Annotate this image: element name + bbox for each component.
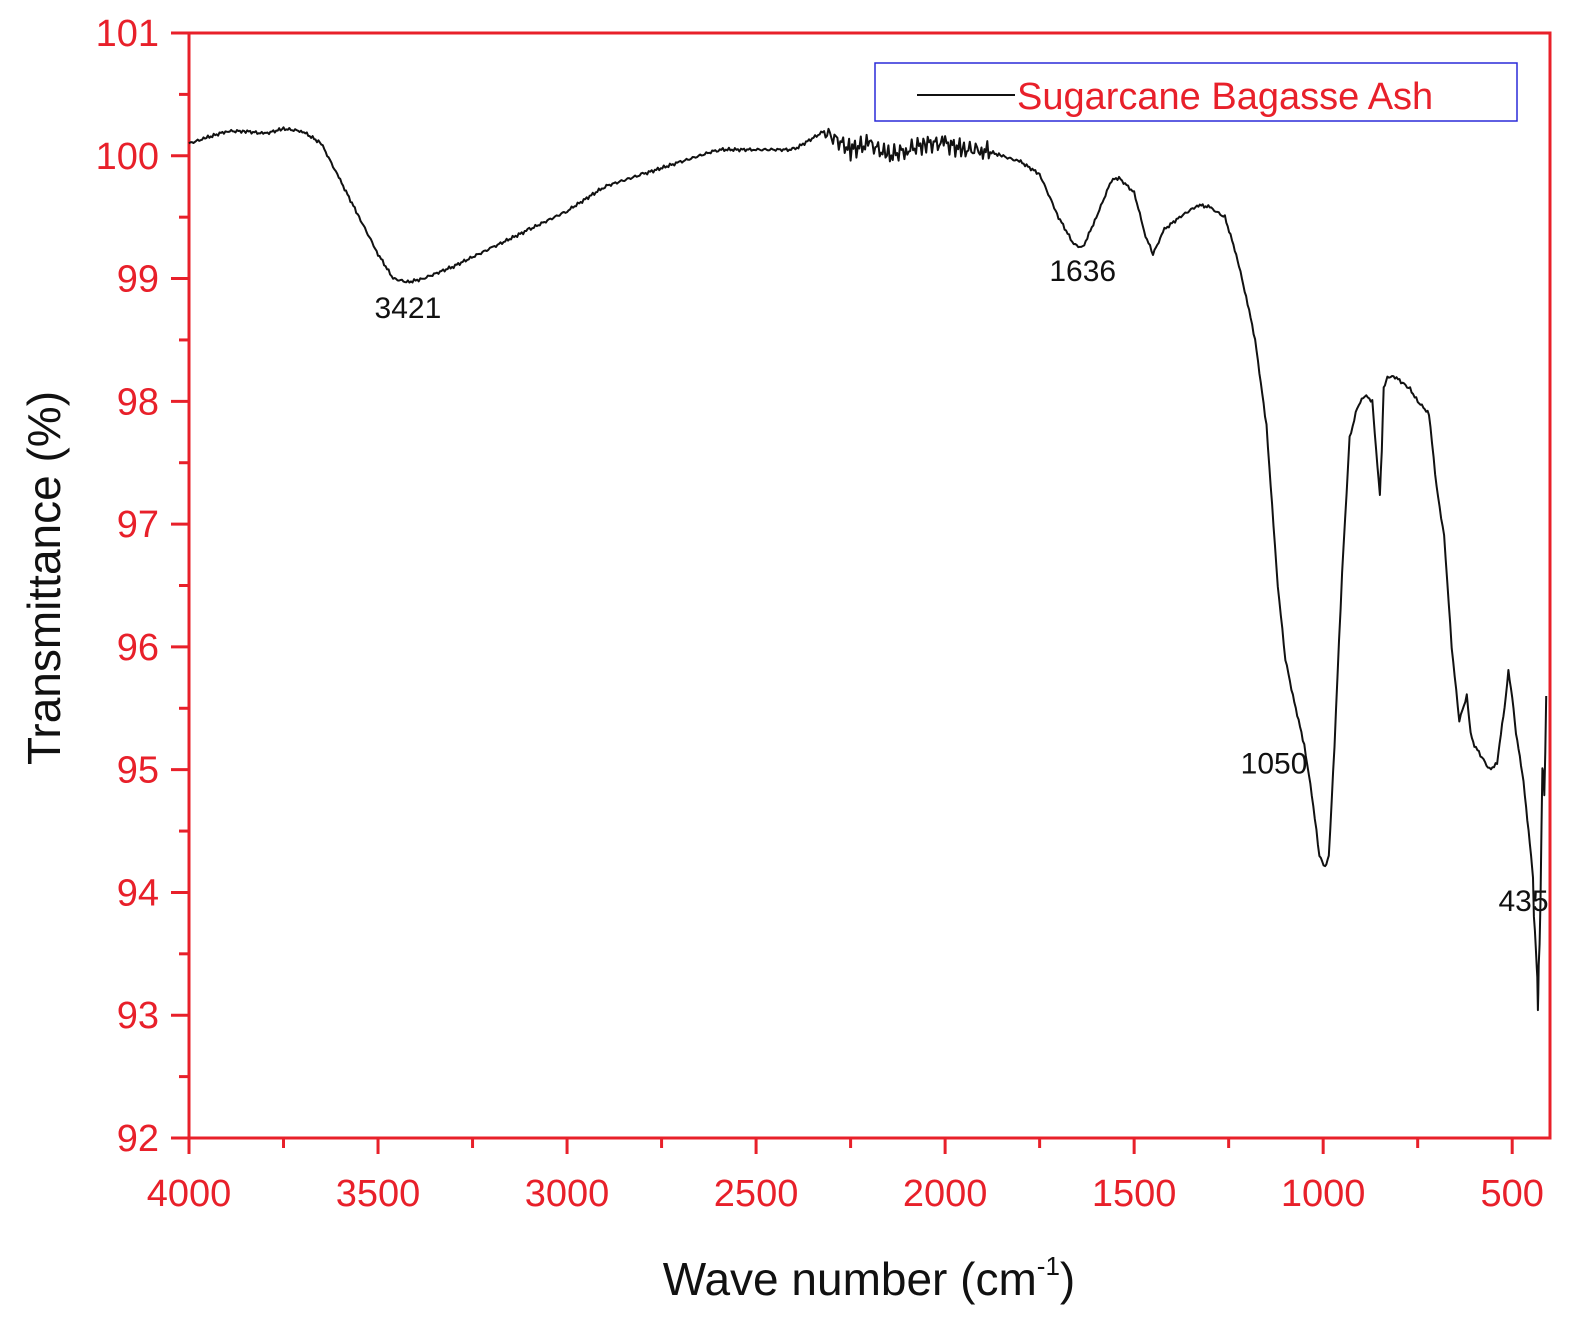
x-tick-label: 500 [1480, 1173, 1543, 1215]
y-tick-label: 101 [96, 13, 159, 55]
y-tick-label: 93 [117, 995, 159, 1037]
spectrum-line [188, 126, 1548, 1012]
x-tick-label: 3500 [336, 1173, 421, 1215]
x-axis-title-close: ) [1060, 1253, 1075, 1305]
annotations-group: 3421 1636 1050 435 [375, 255, 1549, 918]
y-tick-label: 94 [117, 872, 159, 914]
x-tick-label: 1500 [1092, 1173, 1177, 1215]
peak-label: 435 [1499, 885, 1549, 918]
y-tick-label: 99 [117, 259, 159, 301]
y-tick-label: 97 [117, 504, 159, 546]
x-tick-label: 4000 [147, 1173, 232, 1215]
y-tick-label: 95 [117, 750, 159, 792]
peak-label: 3421 [375, 292, 442, 325]
legend: Sugarcane Bagasse Ash [874, 62, 1518, 122]
legend-label: Sugarcane Bagasse Ash [1017, 76, 1433, 118]
x-axis-title: Wave number (cm-1) [663, 1251, 1076, 1305]
y-tick-label: 100 [96, 136, 159, 178]
y-tick-label: 96 [117, 627, 159, 669]
x-axis-title-sup: -1 [1037, 1251, 1060, 1281]
y-axis-title: Transmittance (%) [18, 391, 70, 765]
x-tick-label: 3000 [525, 1173, 610, 1215]
peak-label: 1636 [1049, 255, 1116, 288]
plot-frame [187, 31, 1552, 1140]
x-tick-label: 2000 [903, 1173, 988, 1215]
y-tick-label: 98 [117, 381, 159, 423]
x-tick-label: 1000 [1281, 1173, 1366, 1215]
x-axis-title-main: Wave number (cm [663, 1253, 1037, 1305]
series-group [188, 126, 1548, 1012]
legend-box [874, 62, 1518, 122]
axes-group: 4000 3500 3000 2500 2000 1500 1000 500 101 100 99 9… [96, 13, 1552, 1215]
y-tick-label: 92 [117, 1118, 159, 1160]
x-tick-label: 2500 [714, 1173, 799, 1215]
peak-label: 1050 [1241, 747, 1308, 780]
